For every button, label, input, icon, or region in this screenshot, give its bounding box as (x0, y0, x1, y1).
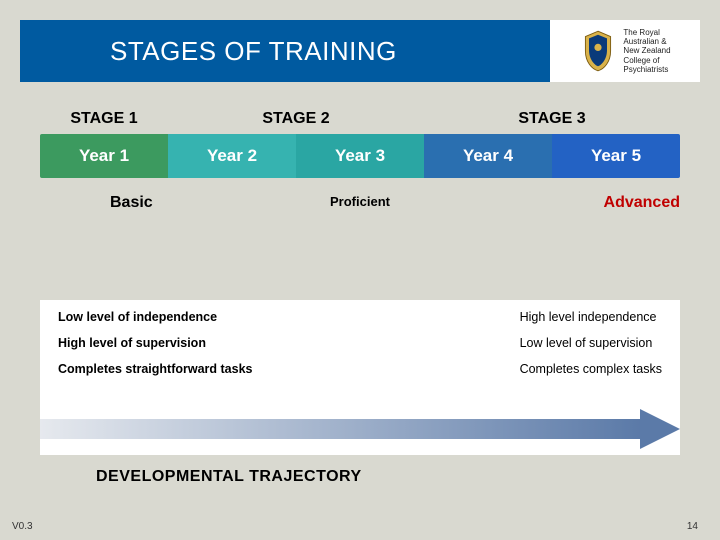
org-name: The Royal Australian & New Zealand Colle… (623, 28, 670, 74)
level-advanced: Advanced (604, 194, 680, 212)
traits-right: High level independence Low level of sup… (520, 310, 662, 388)
stage-labels-row: STAGE 1 STAGE 2 STAGE 3 (40, 110, 680, 128)
level-basic: Basic (110, 194, 153, 212)
year-cell-4: Year 4 (424, 134, 552, 178)
header: STAGES OF TRAINING The Royal Australian … (20, 20, 700, 82)
trajectory-label: DEVELOPMENTAL TRAJECTORY (96, 468, 362, 486)
trait-right-1: High level independence (520, 310, 662, 324)
traits-panel: Low level of independence High level of … (40, 300, 680, 455)
stage-label-2: STAGE 2 (168, 110, 424, 128)
trajectory-arrow (40, 409, 680, 449)
page-title: STAGES OF TRAINING (20, 20, 550, 82)
trait-left-3: Completes straightforward tasks (58, 362, 253, 376)
year-row: Year 1 Year 2 Year 3 Year 4 Year 5 (40, 134, 680, 178)
org-logo: The Royal Australian & New Zealand Colle… (550, 20, 700, 82)
year-cell-2: Year 2 (168, 134, 296, 178)
year-cell-3: Year 3 (296, 134, 424, 178)
year-cell-1: Year 1 (40, 134, 168, 178)
stage-label-3: STAGE 3 (424, 110, 680, 128)
version-label: V0.3 (12, 521, 33, 532)
trait-right-3: Completes complex tasks (520, 362, 662, 376)
stage-label-1: STAGE 1 (40, 110, 168, 128)
crest-icon (579, 28, 617, 74)
level-labels: Basic Proficient Advanced (40, 194, 680, 220)
trait-right-2: Low level of supervision (520, 336, 662, 350)
traits-left: Low level of independence High level of … (58, 310, 253, 388)
year-cell-5: Year 5 (552, 134, 680, 178)
page-number: 14 (687, 521, 698, 532)
trait-left-2: High level of supervision (58, 336, 253, 350)
trait-left-1: Low level of independence (58, 310, 253, 324)
stages-block: STAGE 1 STAGE 2 STAGE 3 Year 1 Year 2 Ye… (40, 110, 680, 220)
level-proficient: Proficient (330, 194, 390, 209)
